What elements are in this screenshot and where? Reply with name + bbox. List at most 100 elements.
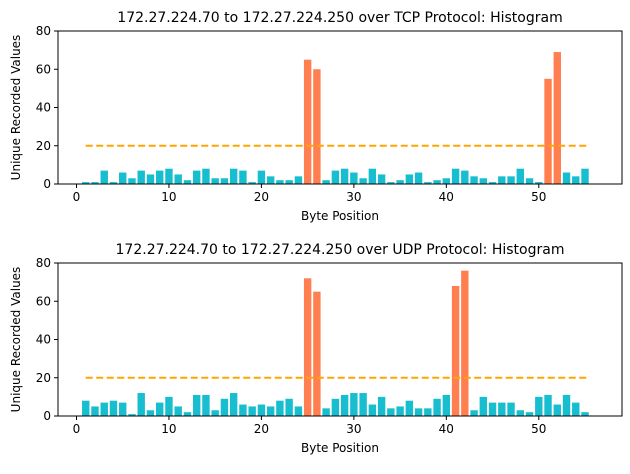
bar <box>156 170 164 184</box>
bar <box>572 402 580 416</box>
bar <box>156 402 164 416</box>
bar <box>109 182 118 184</box>
bar <box>553 52 561 184</box>
bar <box>340 394 349 416</box>
bar <box>368 404 377 416</box>
bar <box>174 406 182 416</box>
bar <box>451 285 460 416</box>
bar <box>257 404 266 416</box>
bar <box>359 178 367 184</box>
bar <box>470 410 478 416</box>
bar <box>211 178 219 184</box>
y-tick-label: 20 <box>36 139 51 153</box>
bar <box>498 176 506 184</box>
chart-title: 172.27.224.70 to 172.27.224.250 over TCP… <box>117 10 562 26</box>
bar <box>313 291 321 416</box>
y-tick-label: 0 <box>43 177 51 191</box>
bar <box>340 168 349 184</box>
bar <box>562 394 571 416</box>
bar <box>442 394 451 416</box>
bar <box>174 174 182 184</box>
y-tick-label: 60 <box>36 294 51 308</box>
bar <box>479 178 488 184</box>
bar <box>359 393 367 416</box>
x-tick-label: 10 <box>161 422 176 436</box>
bar <box>266 406 275 416</box>
bar <box>183 412 192 416</box>
bar <box>82 182 90 184</box>
x-tick-label: 10 <box>161 190 176 204</box>
bar <box>461 270 469 416</box>
y-tick-label: 0 <box>43 409 51 423</box>
bar <box>202 394 210 416</box>
bar <box>350 393 358 416</box>
x-tick-label: 0 <box>73 190 81 204</box>
bar <box>535 396 543 417</box>
bar <box>239 404 247 416</box>
bar <box>220 398 229 416</box>
y-axis-label: Unique Recorded Values <box>9 35 23 181</box>
bar <box>396 406 404 416</box>
x-tick-label: 30 <box>346 190 361 204</box>
bar <box>387 408 395 416</box>
bar <box>322 408 330 416</box>
bar <box>553 404 561 416</box>
bar <box>91 406 99 416</box>
x-tick-label: 40 <box>439 190 454 204</box>
bar <box>285 398 293 416</box>
y-tick-label: 20 <box>36 371 51 385</box>
bar <box>128 414 136 416</box>
y-tick-label: 80 <box>36 256 51 270</box>
bar <box>100 402 108 416</box>
bar <box>276 180 284 184</box>
x-tick-label: 20 <box>254 190 269 204</box>
bar <box>248 406 256 416</box>
x-axis-label: Byte Position <box>301 441 379 455</box>
bar <box>350 172 358 184</box>
bar <box>119 402 127 416</box>
bar <box>470 176 478 184</box>
bar <box>516 168 524 184</box>
bar <box>229 393 238 416</box>
bar <box>377 174 386 184</box>
bar <box>266 176 275 184</box>
bar <box>498 402 506 416</box>
bar <box>544 78 552 184</box>
bar <box>414 408 423 416</box>
bar <box>572 176 580 184</box>
bar <box>165 168 173 184</box>
bar <box>146 174 155 184</box>
x-tick-label: 50 <box>531 422 546 436</box>
y-tick-label: 40 <box>36 101 51 115</box>
y-axis-label: Unique Recorded Values <box>9 267 23 413</box>
bar <box>276 400 284 416</box>
bar <box>313 69 321 184</box>
bar <box>405 400 414 416</box>
bar <box>82 400 90 416</box>
bar <box>202 168 210 184</box>
bar <box>535 182 543 184</box>
bar <box>525 178 534 184</box>
bar <box>433 180 441 184</box>
bar <box>581 168 589 184</box>
bar <box>192 394 201 416</box>
bar <box>414 172 423 184</box>
chart-panel-2: 0 10 20 30 40 50 0 20 40 60 80 172.27.224.70 to 172… <box>9 242 623 455</box>
bar <box>424 182 432 184</box>
x-tick-label: 40 <box>439 422 454 436</box>
bar <box>303 278 312 416</box>
bar <box>544 394 552 416</box>
bar <box>229 168 238 184</box>
bar <box>479 396 488 417</box>
bar <box>211 410 219 416</box>
bar <box>433 398 441 416</box>
bar <box>239 170 247 184</box>
bar <box>183 180 192 184</box>
bar <box>220 178 229 184</box>
bar <box>257 170 266 184</box>
bar <box>331 170 340 184</box>
bar <box>396 180 404 184</box>
bar <box>91 182 99 184</box>
